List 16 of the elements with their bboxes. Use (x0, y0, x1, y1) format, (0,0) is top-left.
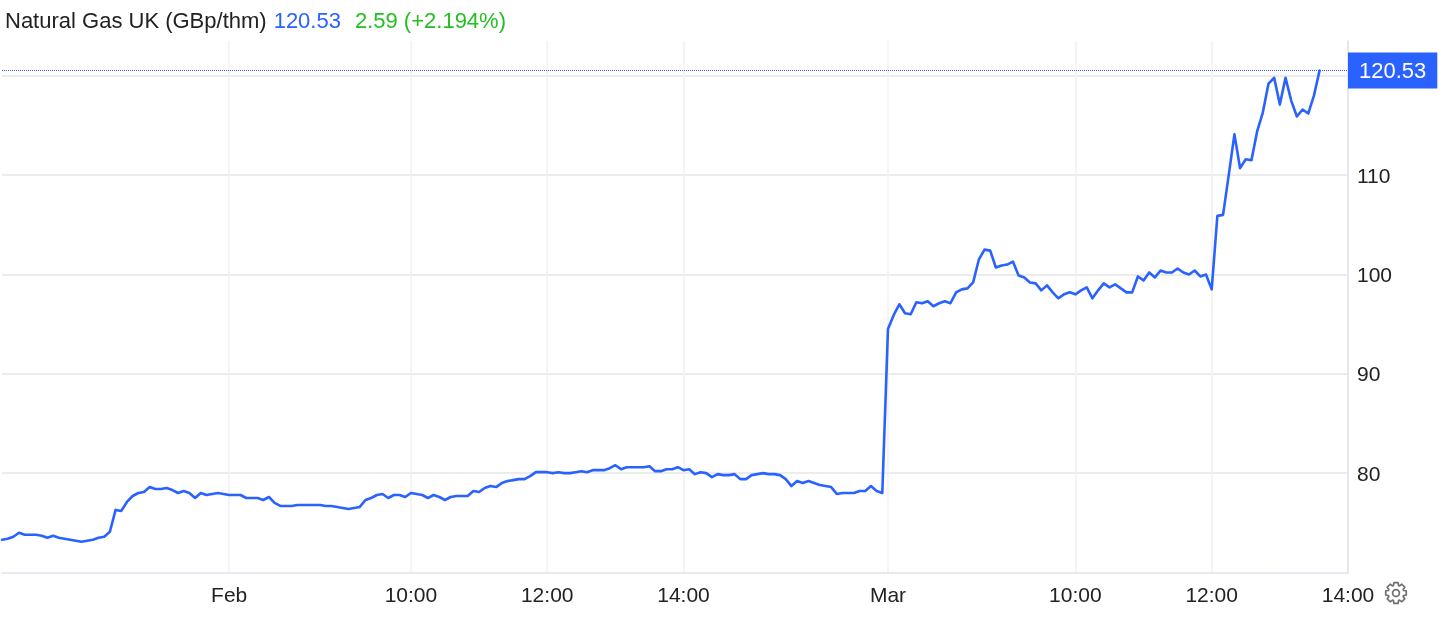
y-tick-label: 110 (1357, 163, 1391, 187)
x-tick-label: Feb (211, 582, 248, 606)
text: 120.53 (273, 8, 341, 33)
chart-title: Natural Gas UK (GBp/thm) (5, 8, 267, 33)
x-tick-label: 10:00 (384, 582, 438, 606)
x-tick-label: Mar (869, 582, 907, 606)
y-tick-label: 90 (1357, 362, 1381, 386)
x-tick-label: 12:00 (1185, 582, 1238, 606)
x-tick-label: 10:00 (1049, 582, 1102, 606)
y-tick-label: 100 (1357, 262, 1393, 286)
text: 2.59 (+2.194%) (354, 8, 506, 33)
x-tick-label: 14:00 (1321, 582, 1375, 606)
x-tick-label: 12:00 (520, 582, 574, 606)
x-tick-label: 14:00 (657, 582, 710, 606)
ref-line-label: 120.53 (1359, 58, 1427, 84)
y-tick-label: 80 (1357, 461, 1381, 485)
